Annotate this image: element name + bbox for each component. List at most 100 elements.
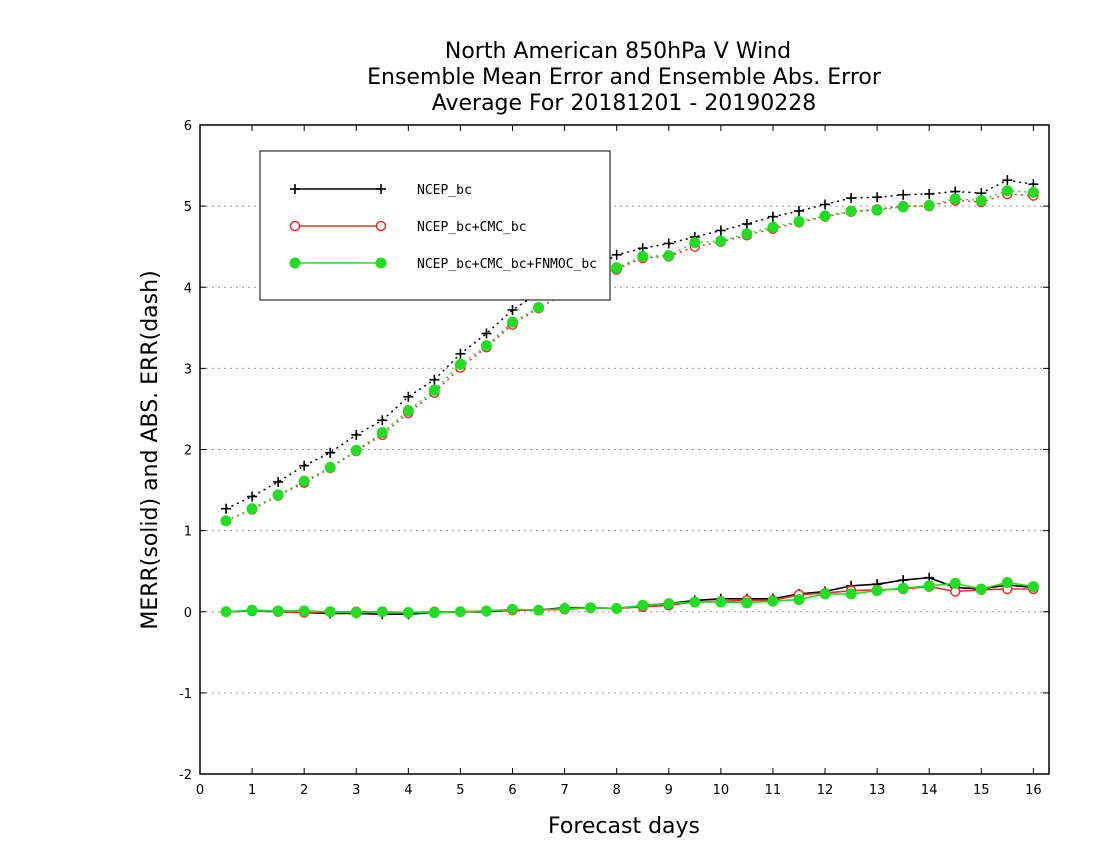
merr-point xyxy=(923,580,935,592)
merr-point xyxy=(611,603,623,615)
abs-err-point xyxy=(273,476,284,487)
abs-err-point xyxy=(351,429,362,440)
x-tick-label: 13 xyxy=(869,783,886,798)
abs-err-point xyxy=(923,199,935,211)
merr-point xyxy=(871,585,883,597)
abs-err-point xyxy=(428,384,440,396)
merr-line xyxy=(225,585,1034,614)
abs-err-point xyxy=(402,405,414,417)
y-tick-label: 1 xyxy=(184,525,192,540)
merr-point xyxy=(715,596,727,608)
y-tick-label: 2 xyxy=(184,444,192,459)
merr-point xyxy=(220,606,232,618)
merr-point xyxy=(689,596,701,608)
legend-swatch-marker xyxy=(289,220,301,232)
abs-err-point xyxy=(872,192,883,203)
x-tick-label: 0 xyxy=(196,783,204,798)
merr-point xyxy=(663,598,675,610)
merr-point xyxy=(454,606,466,618)
abs-err-point xyxy=(325,447,336,458)
abs-err-point xyxy=(663,250,675,262)
abs-err-point xyxy=(820,199,831,210)
legend-swatch-marker xyxy=(290,184,300,194)
abs-err-point xyxy=(221,503,232,514)
x-tick-label: 4 xyxy=(404,783,412,798)
merr-point xyxy=(533,604,545,616)
abs-err-point xyxy=(272,489,284,501)
series-layer xyxy=(220,175,1039,620)
merr-point xyxy=(324,606,336,618)
plot-frame xyxy=(199,124,1050,775)
abs-err-point xyxy=(819,210,831,222)
legend-label: NCEP_bc+CMC_bc xyxy=(417,220,527,235)
abs-err-point xyxy=(898,189,909,200)
merr-point xyxy=(819,588,831,600)
x-tick-label: 2 xyxy=(300,783,308,798)
abs-err-point xyxy=(741,218,752,229)
abs-err-point xyxy=(403,391,414,402)
abs-err-point xyxy=(767,221,779,233)
merr-point xyxy=(975,583,987,595)
legend-swatch-marker xyxy=(375,257,387,269)
merr-point xyxy=(402,607,414,619)
abs-err-point xyxy=(924,188,935,199)
y-tick-label: 5 xyxy=(184,200,192,215)
abs-err-point xyxy=(1027,186,1039,198)
abs-err-point xyxy=(611,262,623,274)
legend-item: NCEP_bc+CMC_bc xyxy=(289,220,527,235)
x-tick-label: 12 xyxy=(817,783,834,798)
merr-point xyxy=(793,594,805,606)
x-tick-label: 6 xyxy=(508,783,516,798)
merr-point xyxy=(507,603,519,615)
x-tick-label: 9 xyxy=(665,783,673,798)
y-axis-label: MERR(solid) and ABS. ERR(dash) xyxy=(138,270,163,629)
x-tick-label: 5 xyxy=(456,783,464,798)
chart-subtitle-2: Average For 20181201 - 20190228 xyxy=(432,91,817,116)
abs-err-point xyxy=(611,249,622,260)
y-tick-label: 6 xyxy=(184,119,192,134)
abs-err-point xyxy=(507,304,518,315)
legend-item: NCEP_bc+CMC_bc+FNMOC_bc xyxy=(289,257,597,272)
abs-err-point xyxy=(689,237,701,249)
abs-err-point xyxy=(793,216,805,228)
x-tick-label: 3 xyxy=(352,783,360,798)
abs-err-point xyxy=(376,426,388,438)
merr-point xyxy=(949,577,961,589)
legend-label: NCEP_bc+CMC_bc+FNMOC_bc xyxy=(417,257,597,272)
merr-line xyxy=(225,576,1034,616)
abs-err-point xyxy=(481,328,492,339)
merr-point xyxy=(845,588,857,600)
merr-point xyxy=(428,607,440,619)
legend-swatch-marker xyxy=(375,220,387,232)
abs-err-point xyxy=(350,444,362,456)
x-tick-label: 7 xyxy=(560,783,568,798)
abs-err-point xyxy=(767,211,778,222)
y-tick-label: -2 xyxy=(179,768,192,783)
legend-label: NCEP_bc xyxy=(417,183,472,198)
x-tick-label: 15 xyxy=(973,783,990,798)
y-tick-label: 4 xyxy=(184,281,192,296)
x-tick-label: 14 xyxy=(921,783,938,798)
merr-point xyxy=(767,595,779,607)
x-tick-label: 8 xyxy=(613,783,621,798)
abs-err-point xyxy=(793,205,804,216)
merr-point xyxy=(246,604,258,616)
merr-point xyxy=(741,597,753,609)
abs-err-point xyxy=(949,193,961,205)
abs-err-point xyxy=(1002,175,1013,186)
abs-err-point xyxy=(846,193,857,204)
legend-item: NCEP_bc xyxy=(290,183,472,198)
abs-err-line xyxy=(225,193,1034,522)
abs-err-point xyxy=(454,358,466,370)
abs-err-point xyxy=(845,205,857,217)
abs-err-point xyxy=(715,235,727,247)
merr-point xyxy=(298,605,310,617)
abs-err-point xyxy=(663,238,674,249)
abs-err-point xyxy=(741,228,753,240)
abs-err-point xyxy=(480,340,492,352)
legend-swatch-marker xyxy=(289,257,301,269)
y-tick-label: 3 xyxy=(184,362,192,377)
merr-point xyxy=(480,605,492,617)
abs-err-point xyxy=(324,461,336,473)
